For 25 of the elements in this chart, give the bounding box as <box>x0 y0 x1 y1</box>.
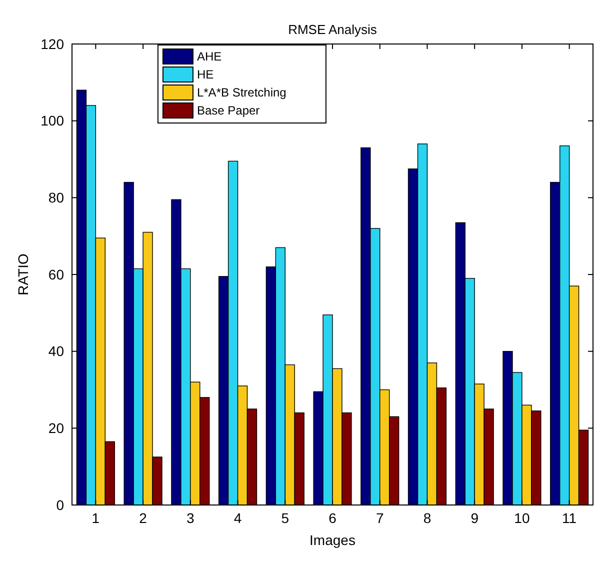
x-tick-label: 3 <box>186 510 195 526</box>
chart-title: RMSE Analysis <box>288 22 378 37</box>
y-tick-label: 0 <box>56 496 64 513</box>
legend-label: AHE <box>196 50 222 64</box>
y-tick-label: 120 <box>40 36 64 52</box>
x-tick-label: 8 <box>423 510 432 526</box>
y-tick-label: 60 <box>48 266 64 282</box>
y-tick-label: 80 <box>48 190 64 206</box>
x-tick-label: 9 <box>470 510 479 526</box>
legend-label: L*A*B Stretching <box>196 86 286 100</box>
x-tick-label: 1 <box>92 510 100 526</box>
x-tick-label: 2 <box>139 510 148 526</box>
x-tick-label: 4 <box>234 510 242 526</box>
x-tick-label: 7 <box>376 510 384 526</box>
y-axis-title: RATIO <box>15 254 31 296</box>
y-tick-label: 20 <box>48 420 64 436</box>
y-tick-label: 100 <box>40 112 64 129</box>
legend-label: Base Paper <box>196 104 260 118</box>
x-axis-title: Images <box>310 532 356 548</box>
y-tick-label: 40 <box>48 343 64 360</box>
x-tick-label: 6 <box>328 510 337 526</box>
x-tick-label: 5 <box>281 510 290 526</box>
x-tick-label: 10 <box>514 510 530 526</box>
x-tick-label: 11 <box>562 510 577 526</box>
legend-label: HE <box>196 68 214 82</box>
